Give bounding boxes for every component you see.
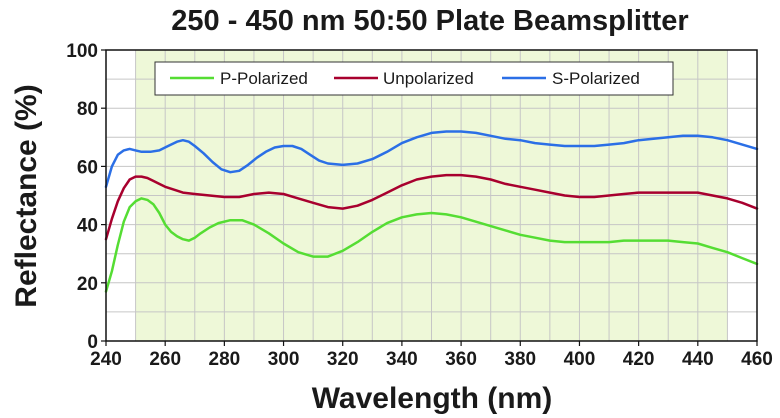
series-line-s-polarized <box>104 130 759 189</box>
legend-label-p-polarized: P-Polarized <box>220 69 308 88</box>
y-tick-label: 20 <box>77 274 98 295</box>
x-tick-label: 360 <box>445 349 477 370</box>
chart-title: 250 - 450 nm 50:50 Plate Beamsplitter <box>171 5 688 37</box>
x-tick-label: 380 <box>504 349 536 370</box>
legend-box <box>154 61 674 96</box>
legend-label-s-polarized: S-Polarized <box>552 69 640 88</box>
series-lines <box>104 130 759 293</box>
y-axis-ticks: 0 20 40 60 80 100 <box>66 41 106 353</box>
legend-label-unpolarized: Unpolarized <box>383 69 474 88</box>
y-tick-label: 80 <box>77 99 98 120</box>
y-tick-label: 100 <box>66 41 98 62</box>
x-tick-label: 300 <box>268 349 300 370</box>
legend: P-Polarized Unpolarized S-Polarized <box>154 61 674 96</box>
series-line-unpolarized <box>104 173 759 241</box>
x-axis-ticks: 240 260 280 300 320 340 360 380 400 420 440 460 <box>90 341 773 370</box>
y-tick-label: 40 <box>77 216 98 237</box>
x-tick-label: 400 <box>564 349 596 370</box>
x-tick-label: 340 <box>386 349 418 370</box>
x-axis-label: Wavelength (nm) <box>312 382 553 415</box>
x-tick-label: 460 <box>741 349 773 370</box>
x-tick-label: 280 <box>209 349 241 370</box>
x-tick-label: 420 <box>623 349 655 370</box>
series-line-p-polarized <box>104 197 759 293</box>
x-tick-label: 240 <box>90 349 122 370</box>
y-tick-label: 0 <box>87 332 98 353</box>
x-tick-label: 440 <box>682 349 714 370</box>
y-tick-label: 60 <box>77 157 98 178</box>
x-tick-label: 260 <box>149 349 181 370</box>
plot-frame <box>105 49 758 342</box>
x-tick-label: 320 <box>327 349 359 370</box>
y-axis-label: Reflectance (%) <box>10 84 43 307</box>
